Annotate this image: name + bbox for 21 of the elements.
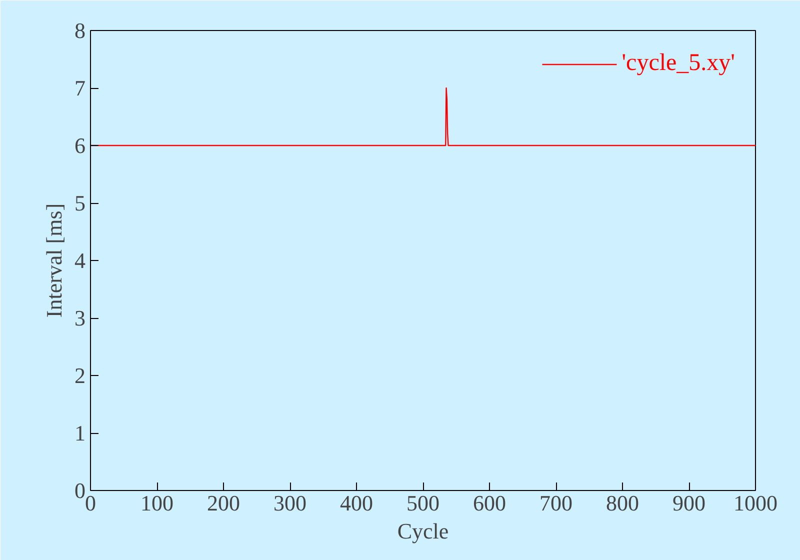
y-tick-label: 4 — [74, 248, 86, 273]
y-axis-title: Interval [ms] — [42, 203, 66, 318]
legend-label: 'cycle_5.xy' — [622, 50, 735, 77]
x-axis-title: Cycle — [397, 518, 449, 544]
x-tick-label: 400 — [340, 490, 373, 516]
y-tick-label: 1 — [74, 420, 86, 446]
x-tick-label: 300 — [274, 490, 306, 516]
x-tick-label: 100 — [140, 490, 174, 516]
y-tick-label: 7 — [74, 76, 86, 100]
x-tick-label: 600 — [473, 490, 506, 516]
y-tick-label: 8 — [74, 18, 86, 43]
x-tick-label: 800 — [606, 490, 639, 516]
y-tick-label: 3 — [74, 306, 86, 330]
y-tick-label: 2 — [74, 363, 86, 388]
x-tick-label: 1000 — [734, 490, 778, 516]
y-tick-label: 6 — [74, 133, 86, 158]
x-tick-label: 700 — [540, 490, 572, 516]
y-tick-label: 5 — [74, 190, 86, 216]
x-tick-label: 200 — [207, 490, 240, 516]
x-tick-label: 500 — [406, 490, 440, 516]
x-tick-label: 900 — [672, 490, 706, 516]
